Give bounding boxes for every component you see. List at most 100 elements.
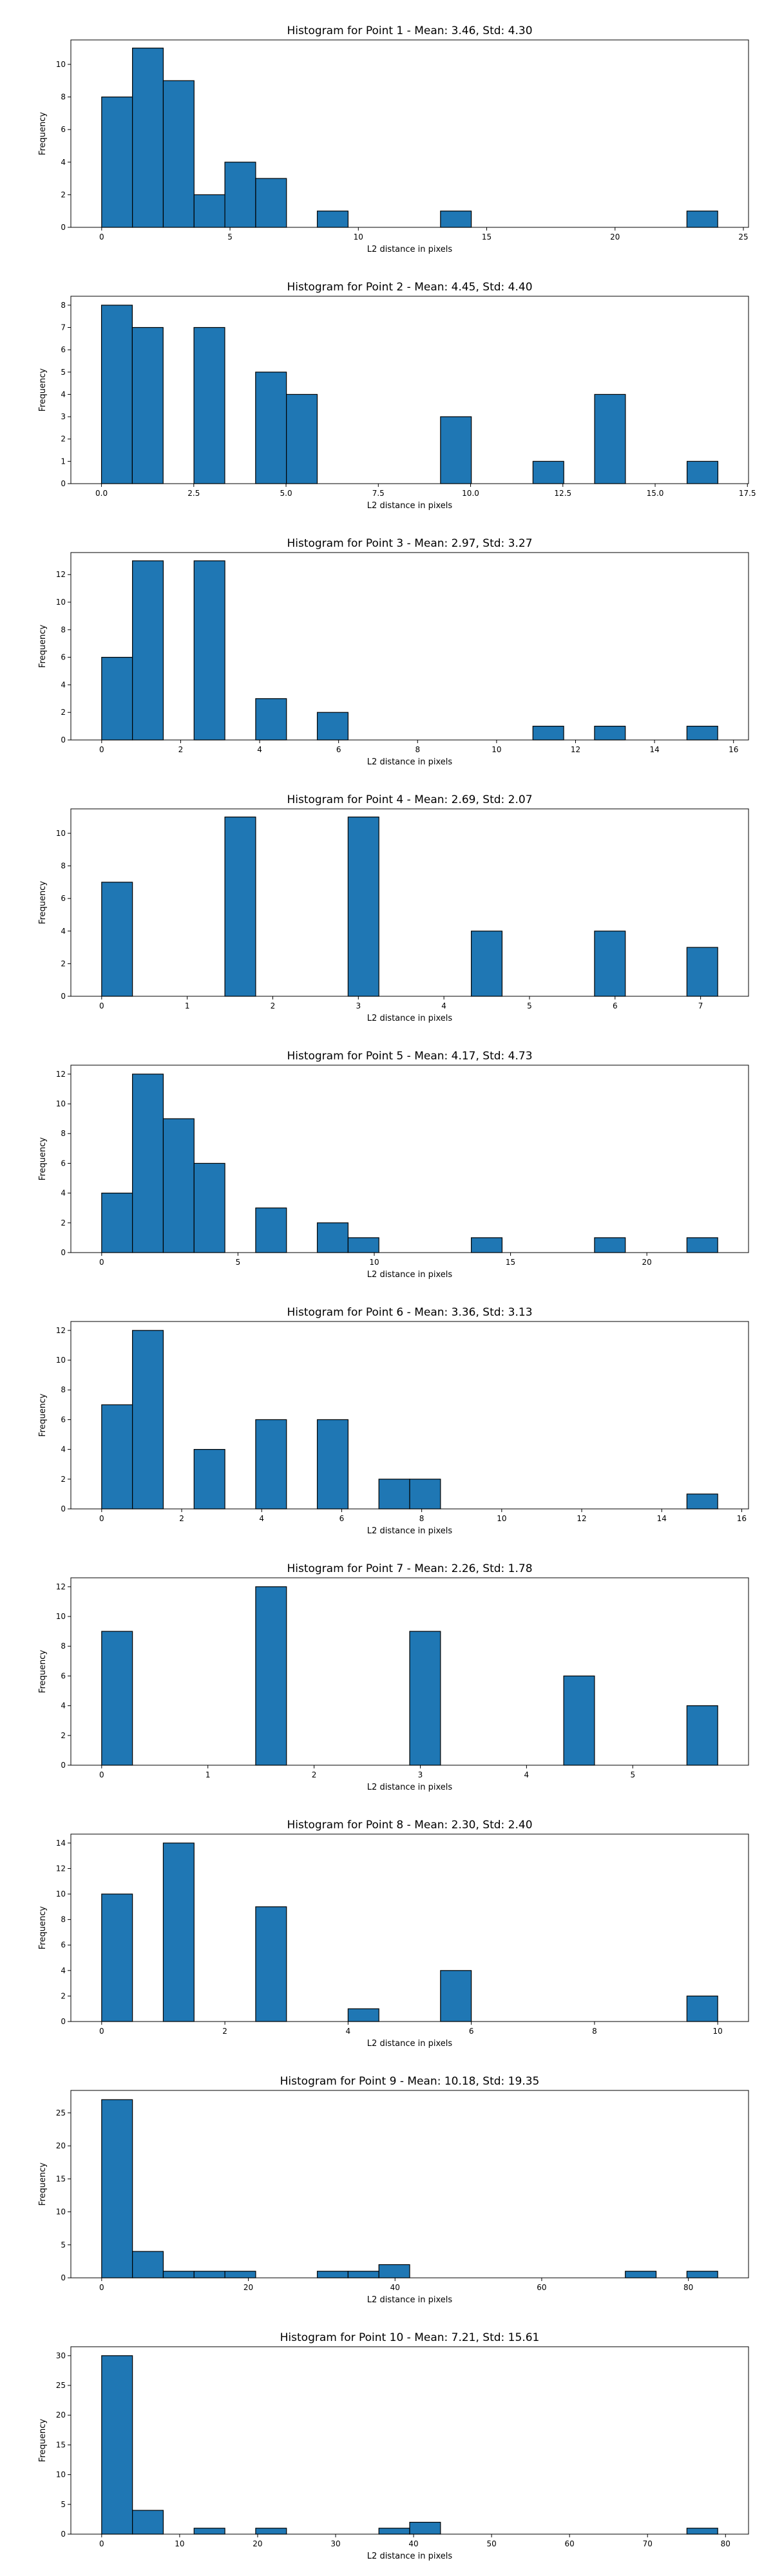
y-axis-label: Frequency xyxy=(38,625,48,668)
histogram-bar xyxy=(131,327,164,484)
histogram-bar xyxy=(316,1419,348,1510)
histogram-bar xyxy=(193,560,225,741)
histogram-bar xyxy=(162,2271,195,2278)
y-tick-label: 12 xyxy=(56,570,66,579)
y-tick-label: 4 xyxy=(61,390,66,399)
axes-frame xyxy=(70,1321,749,1510)
y-tick-label: 10 xyxy=(56,2208,66,2217)
histogram-bar xyxy=(378,1479,410,1510)
y-tick-label: 4 xyxy=(61,1445,66,1454)
y-tick-label: 6 xyxy=(61,894,66,903)
histogram-bar xyxy=(347,2008,379,2022)
x-tick-label: 2 xyxy=(178,745,184,754)
histogram-bar xyxy=(132,2510,164,2535)
y-axis-label: Frequency xyxy=(38,881,48,924)
y-tick-label: 5 xyxy=(61,368,66,377)
histogram-bar xyxy=(255,1419,287,1510)
x-tick-label: 80 xyxy=(721,2539,730,2548)
histogram-bar xyxy=(316,211,348,228)
y-tick-label: 10 xyxy=(56,1889,66,1899)
y-tick-label: 14 xyxy=(56,1839,66,1848)
histogram-bar xyxy=(255,1208,287,1253)
histogram-panel-3: Histogram for Point 3 - Mean: 2.97, Std:… xyxy=(38,537,749,767)
x-axis-label: L2 distance in pixels xyxy=(367,757,453,767)
y-tick-label: 20 xyxy=(56,2410,66,2420)
histogram-bar xyxy=(224,162,256,228)
y-tick-label: 8 xyxy=(61,625,66,634)
x-tick-label: 0 xyxy=(99,2027,104,2036)
histogram-bar xyxy=(686,1237,718,1253)
histogram-bar xyxy=(594,1237,626,1253)
histogram-bar xyxy=(378,2264,410,2278)
y-tick-label: 10 xyxy=(56,2470,66,2479)
x-tick-label: 6 xyxy=(613,1001,618,1010)
x-tick-label: 8 xyxy=(592,2027,597,2036)
histogram-bar xyxy=(101,1893,133,2022)
histogram-bar xyxy=(255,178,287,228)
x-tick-label: 10 xyxy=(497,1514,506,1523)
axes-frame xyxy=(70,1065,749,1253)
histogram-bar xyxy=(347,1237,379,1253)
histogram-bar xyxy=(378,2528,410,2535)
y-tick-label: 6 xyxy=(61,1159,66,1168)
x-tick-label: 7.5 xyxy=(372,489,385,498)
x-tick-label: 3 xyxy=(418,1770,423,1779)
x-tick-label: 80 xyxy=(683,2283,693,2292)
x-tick-label: 40 xyxy=(408,2539,418,2548)
y-axis-label: Frequency xyxy=(38,1394,48,1437)
x-tick-label: 12 xyxy=(577,1514,586,1523)
x-tick-label: 60 xyxy=(537,2283,546,2292)
x-tick-label: 16 xyxy=(729,745,738,754)
x-tick-label: 10 xyxy=(354,232,363,242)
histogram-bar xyxy=(101,1631,133,1766)
x-tick-label: 2 xyxy=(179,1514,184,1523)
histogram-bar xyxy=(193,1449,225,1510)
y-tick-label: 0 xyxy=(61,735,66,744)
y-tick-label: 1 xyxy=(61,457,66,466)
x-axis-label: L2 distance in pixels xyxy=(367,1014,453,1023)
histogram-bar xyxy=(162,1118,195,1253)
histogram-bar xyxy=(193,194,225,228)
x-tick-label: 2 xyxy=(312,1770,317,1779)
histogram-bar xyxy=(162,80,195,228)
x-axis-label: L2 distance in pixels xyxy=(367,1526,453,1536)
histogram-bar xyxy=(594,726,626,741)
x-tick-label: 4 xyxy=(524,1770,530,1779)
x-tick-label: 15.0 xyxy=(647,489,664,498)
histogram-bar xyxy=(101,2355,133,2535)
x-tick-label: 2.5 xyxy=(187,489,200,498)
y-tick-label: 10 xyxy=(56,829,66,838)
histogram-bar xyxy=(563,1675,595,1766)
y-tick-label: 25 xyxy=(56,2108,66,2117)
x-tick-label: 2 xyxy=(222,2027,227,2036)
y-tick-label: 8 xyxy=(61,1642,66,1651)
histogram-bar xyxy=(255,698,287,741)
chart-title: Histogram for Point 4 - Mean: 2.69, Std:… xyxy=(287,793,532,806)
y-tick-label: 8 xyxy=(61,301,66,310)
histogram-bar xyxy=(316,2271,348,2278)
histogram-bar xyxy=(686,211,718,228)
histogram-bar xyxy=(100,305,133,484)
axes-frame xyxy=(70,808,749,997)
y-tick-label: 4 xyxy=(61,1966,66,1975)
histogram-bar xyxy=(255,372,287,484)
histogram-panel-7: Histogram for Point 7 - Mean: 2.26, Std:… xyxy=(38,1562,749,1792)
histogram-bar xyxy=(132,560,164,741)
histogram-bar xyxy=(255,2528,287,2535)
histogram-bar xyxy=(471,931,503,997)
y-tick-label: 0 xyxy=(61,2530,66,2539)
y-tick-label: 8 xyxy=(61,862,66,871)
x-tick-label: 0 xyxy=(99,1001,104,1010)
chart-title: Histogram for Point 5 - Mean: 4.17, Std:… xyxy=(287,1050,532,1063)
histogram-bar xyxy=(594,931,626,997)
y-tick-label: 8 xyxy=(61,1129,66,1138)
histogram-bar xyxy=(193,2528,225,2535)
y-tick-label: 10 xyxy=(56,598,66,607)
x-tick-label: 5 xyxy=(236,1258,241,1267)
x-tick-label: 0 xyxy=(99,1770,104,1779)
y-tick-label: 0 xyxy=(61,1761,66,1770)
histogram-bar xyxy=(224,2271,256,2278)
y-tick-label: 8 xyxy=(61,1385,66,1394)
histogram-bar xyxy=(255,1906,287,2022)
chart-title: Histogram for Point 1 - Mean: 3.46, Std:… xyxy=(287,24,532,37)
